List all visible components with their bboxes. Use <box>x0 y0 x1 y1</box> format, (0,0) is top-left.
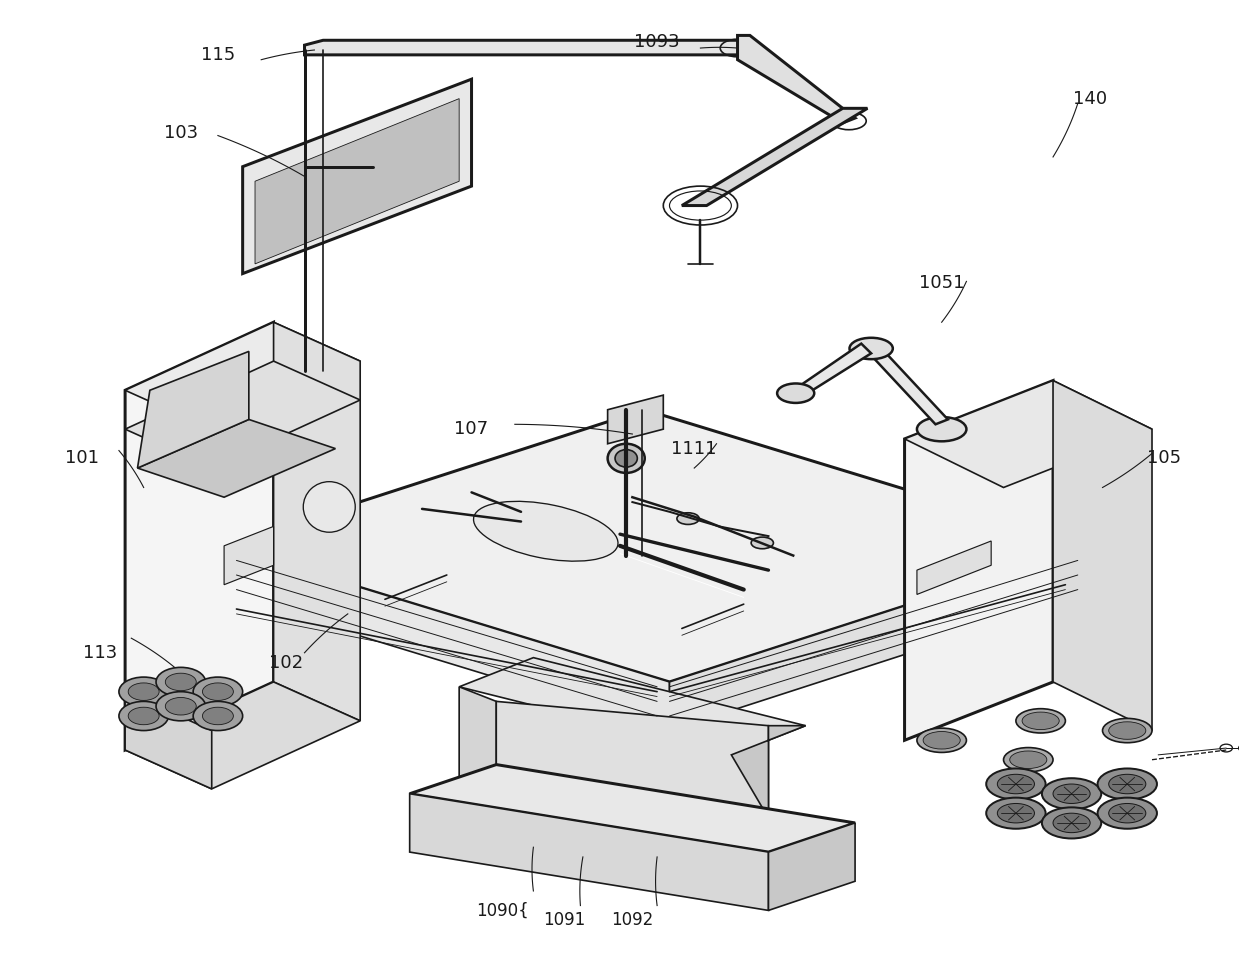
Ellipse shape <box>1109 774 1146 794</box>
Polygon shape <box>608 395 663 444</box>
Polygon shape <box>904 380 1053 740</box>
Ellipse shape <box>304 482 355 532</box>
Text: 113: 113 <box>83 644 118 662</box>
Ellipse shape <box>128 707 159 724</box>
Polygon shape <box>682 108 868 206</box>
Text: 115: 115 <box>201 46 236 63</box>
Polygon shape <box>409 794 769 911</box>
Ellipse shape <box>1109 722 1146 739</box>
Polygon shape <box>916 541 991 595</box>
Polygon shape <box>670 546 1090 730</box>
Text: 1092: 1092 <box>611 912 653 929</box>
Ellipse shape <box>119 677 169 706</box>
Polygon shape <box>125 322 274 750</box>
Ellipse shape <box>1022 712 1059 729</box>
Ellipse shape <box>1053 784 1090 803</box>
Polygon shape <box>125 691 212 789</box>
Ellipse shape <box>986 768 1045 800</box>
Polygon shape <box>794 343 872 396</box>
Ellipse shape <box>608 444 645 473</box>
Ellipse shape <box>997 774 1034 794</box>
Ellipse shape <box>916 417 966 442</box>
Ellipse shape <box>156 667 206 696</box>
Polygon shape <box>904 380 1152 488</box>
Text: 101: 101 <box>64 449 99 467</box>
Text: 1051: 1051 <box>919 274 965 292</box>
Ellipse shape <box>677 513 699 525</box>
Polygon shape <box>459 658 806 755</box>
Ellipse shape <box>193 701 243 730</box>
Polygon shape <box>305 40 744 55</box>
Polygon shape <box>496 701 769 818</box>
Text: 1091: 1091 <box>543 912 585 929</box>
Polygon shape <box>125 361 360 468</box>
Ellipse shape <box>193 677 243 706</box>
Ellipse shape <box>615 449 637 467</box>
Ellipse shape <box>1097 798 1157 829</box>
Ellipse shape <box>1102 719 1152 743</box>
Ellipse shape <box>1097 768 1157 800</box>
Polygon shape <box>224 546 670 730</box>
Polygon shape <box>243 79 471 274</box>
Ellipse shape <box>1003 748 1053 772</box>
Text: 1093: 1093 <box>635 33 680 52</box>
Ellipse shape <box>1009 751 1047 768</box>
Polygon shape <box>138 351 249 468</box>
Polygon shape <box>274 322 360 721</box>
Text: 105: 105 <box>1147 449 1182 467</box>
Text: 140: 140 <box>1073 90 1107 107</box>
Ellipse shape <box>1016 709 1065 733</box>
Ellipse shape <box>849 337 893 359</box>
Polygon shape <box>459 686 496 794</box>
Ellipse shape <box>777 383 815 403</box>
Ellipse shape <box>128 682 159 700</box>
Ellipse shape <box>202 682 233 700</box>
Polygon shape <box>769 823 856 911</box>
Ellipse shape <box>751 537 774 549</box>
Polygon shape <box>732 725 806 818</box>
Text: 107: 107 <box>455 420 489 438</box>
Polygon shape <box>255 98 459 264</box>
Polygon shape <box>125 322 360 429</box>
Text: 1090{: 1090{ <box>476 902 528 919</box>
Polygon shape <box>1053 380 1152 730</box>
Ellipse shape <box>474 501 618 562</box>
Ellipse shape <box>156 691 206 721</box>
Ellipse shape <box>1042 778 1101 809</box>
Ellipse shape <box>165 697 196 715</box>
Ellipse shape <box>202 707 233 724</box>
Text: 103: 103 <box>164 124 198 141</box>
Polygon shape <box>409 764 856 852</box>
Ellipse shape <box>165 673 196 690</box>
Ellipse shape <box>923 731 960 749</box>
Polygon shape <box>224 410 1090 682</box>
Polygon shape <box>138 419 336 497</box>
Polygon shape <box>224 526 274 585</box>
Ellipse shape <box>1042 807 1101 838</box>
Ellipse shape <box>986 798 1045 829</box>
Text: 1111: 1111 <box>672 440 717 457</box>
Text: 102: 102 <box>269 653 303 672</box>
Polygon shape <box>125 682 360 789</box>
Ellipse shape <box>997 803 1034 823</box>
Ellipse shape <box>1053 813 1090 833</box>
Ellipse shape <box>1109 803 1146 823</box>
Ellipse shape <box>916 728 966 753</box>
Polygon shape <box>738 35 856 123</box>
Ellipse shape <box>119 701 169 730</box>
Polygon shape <box>868 346 947 424</box>
